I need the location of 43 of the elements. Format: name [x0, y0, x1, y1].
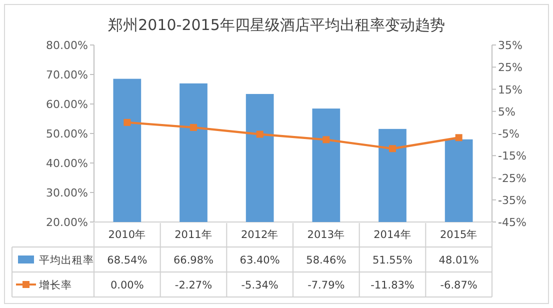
y2-tick-label: 25%	[498, 61, 522, 74]
y2-tick-label: -25%	[498, 172, 526, 185]
y2-tick-label: 35%	[498, 39, 522, 52]
x-tick-label: 2015年	[440, 229, 478, 241]
data-label: 51.55%	[372, 254, 413, 266]
data-label: -7.79%	[308, 280, 345, 292]
point	[190, 124, 197, 131]
x-tick-label: 2010年	[108, 229, 146, 241]
point	[322, 136, 330, 144]
data-label: -11.83%	[370, 280, 414, 292]
y2-tick-label: -35%	[498, 194, 526, 207]
data-label: 63.40%	[240, 254, 280, 266]
point	[124, 118, 131, 126]
y2-tick-label: 15%	[498, 83, 522, 96]
y2-tick-label: -45%	[498, 216, 526, 229]
data-label: -2.27%	[174, 280, 212, 292]
y2-tick-label: -15%	[498, 150, 526, 163]
data-label: 0.00%	[110, 280, 144, 292]
x-tick-label: 2012年	[240, 229, 279, 241]
y-tick-label: 30.00%	[46, 186, 88, 200]
x-tick-label: 2014年	[374, 229, 412, 241]
data-label: -5.34%	[241, 280, 278, 292]
y2-tick-label: 5%	[498, 105, 516, 118]
y-tick-label: 80.00%	[46, 39, 88, 52]
legend-label: 增长率	[38, 278, 72, 292]
x-tick-label: 2011年	[174, 229, 212, 241]
data-label: 66.98%	[173, 254, 214, 266]
data-label: 68.54%	[107, 254, 148, 266]
y-tick-label: 60.00%	[46, 98, 88, 111]
data-label: 58.46%	[306, 254, 346, 266]
point	[256, 130, 264, 138]
y-tick-label: 70.00%	[46, 68, 88, 82]
x-tick-label: 2013年	[307, 229, 346, 241]
data-label: 48.01%	[438, 254, 479, 266]
y-tick-label: 20.00%	[46, 216, 88, 229]
chart-title: 郑州2010-2015年四星级酒店平均出租率变动趋势	[108, 16, 445, 34]
legend-label: 平均出租率	[39, 254, 94, 266]
point	[389, 145, 396, 152]
y-tick-label: 50.00%	[46, 128, 88, 140]
y2-tick-label: -5%	[498, 128, 520, 140]
data-label: -6.87%	[440, 280, 478, 292]
point	[455, 134, 462, 142]
y-tick-label: 40.00%	[46, 157, 88, 170]
